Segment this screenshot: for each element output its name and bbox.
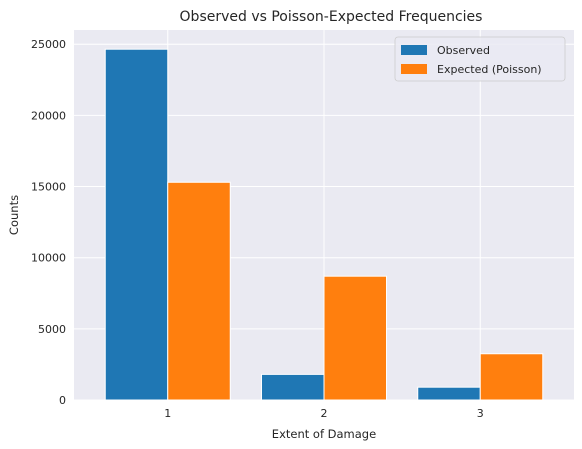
x-tick-label: 2 <box>321 407 328 420</box>
y-axis-label: Counts <box>7 195 21 235</box>
legend-label: Expected (Poisson) <box>437 63 542 76</box>
x-tick-label: 3 <box>477 407 484 420</box>
x-tick-label: 1 <box>164 407 171 420</box>
x-tick-labels: 1 2 3 <box>164 407 484 420</box>
y-tick-label: 20000 <box>31 109 66 122</box>
legend-label: Observed <box>437 44 490 57</box>
bar-expected-3 <box>479 353 544 401</box>
bar-expected-1 <box>167 181 231 401</box>
bar-observed-1 <box>104 48 169 401</box>
legend-box <box>394 36 566 82</box>
y-tick-label: 25000 <box>31 38 66 51</box>
bars <box>104 48 544 401</box>
legend-swatch <box>401 45 427 55</box>
y-tick-label: 10000 <box>31 252 66 265</box>
legend-swatch <box>401 64 427 74</box>
y-tick-labels: 0 5000 10000 15000 20000 25000 <box>31 38 66 407</box>
bar-observed-2 <box>261 373 325 401</box>
chart-title: Observed vs Poisson-Expected Frequencies <box>180 9 483 25</box>
y-tick-label: 5000 <box>38 323 66 336</box>
legend: Observed Expected (Poisson) <box>394 36 566 82</box>
y-tick-label: 0 <box>59 394 66 407</box>
bar-observed-3 <box>417 386 481 401</box>
y-tick-label: 15000 <box>31 181 66 194</box>
x-axis-label: Extent of Damage <box>272 427 376 441</box>
bar-expected-2 <box>323 275 387 401</box>
